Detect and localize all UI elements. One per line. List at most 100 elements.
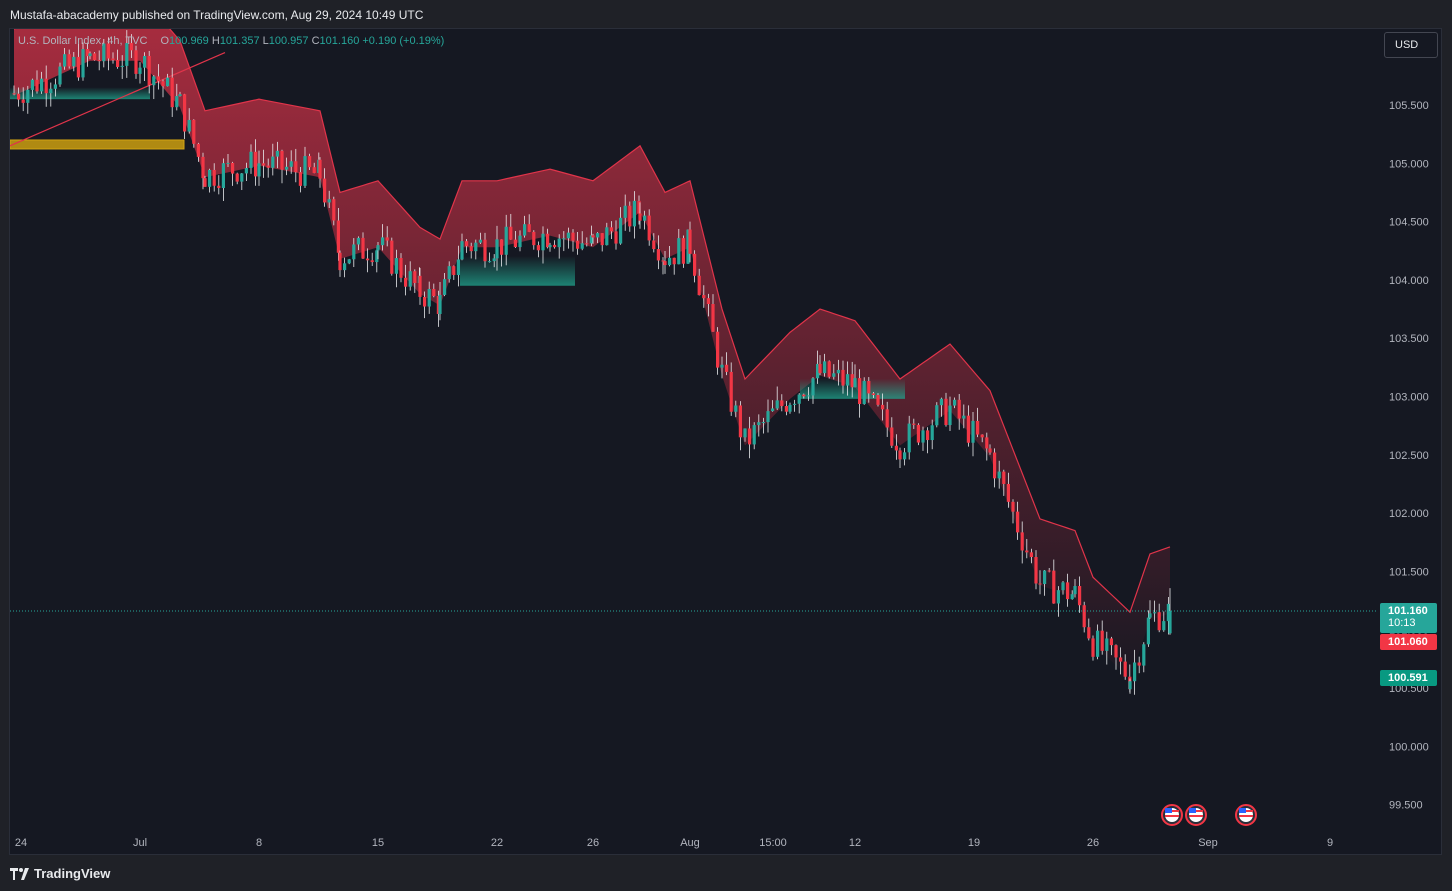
candle-body xyxy=(797,394,801,404)
candle-body xyxy=(536,245,540,251)
candle-body xyxy=(81,49,85,78)
candle-body xyxy=(711,304,715,332)
x-tick-label: 22 xyxy=(491,837,503,849)
candle-body xyxy=(957,399,961,419)
y-tick-label: 103.000 xyxy=(1389,392,1429,404)
candle-body xyxy=(1123,661,1127,677)
candle-body xyxy=(423,296,427,307)
candle-body xyxy=(523,224,527,236)
x-tick-label: 15:00 xyxy=(759,837,787,849)
candle-body xyxy=(166,77,170,87)
currency-button[interactable]: USD xyxy=(1384,32,1438,58)
candle-body xyxy=(656,249,660,261)
candle-body xyxy=(1043,570,1047,585)
candle-body xyxy=(161,81,165,87)
candle-body xyxy=(21,99,25,103)
candle-body xyxy=(1025,550,1029,553)
candle-body xyxy=(976,420,980,435)
y-tick-label: 102.000 xyxy=(1389,508,1429,520)
candle-body xyxy=(757,422,761,426)
candle-body xyxy=(488,261,492,263)
candle-body xyxy=(298,172,302,186)
candle-body xyxy=(647,215,651,241)
candle-body xyxy=(811,378,815,396)
candle-body xyxy=(226,162,230,164)
candle-body xyxy=(192,119,196,144)
tradingview-logo[interactable]: TradingView xyxy=(10,866,110,881)
candle-body xyxy=(509,226,513,240)
us-flag-icon[interactable] xyxy=(1185,804,1207,826)
candle-body xyxy=(143,55,147,68)
candle-body xyxy=(623,205,627,218)
x-tick-label: 19 xyxy=(968,837,980,849)
candle-body xyxy=(553,244,557,248)
candle-body xyxy=(134,50,138,74)
candle-body xyxy=(361,237,365,259)
candle-body xyxy=(663,261,667,266)
candle-body xyxy=(850,374,854,388)
candle-body xyxy=(478,239,482,243)
candle-body xyxy=(706,298,710,305)
candle-body xyxy=(816,363,820,379)
y-tick-label: 102.500 xyxy=(1389,450,1429,462)
candle-body xyxy=(408,271,412,287)
candle-body xyxy=(806,395,810,397)
candle-body xyxy=(672,257,676,265)
candle-body xyxy=(323,178,327,203)
candle-body xyxy=(788,404,792,412)
candle-body xyxy=(993,452,997,479)
candle-body xyxy=(93,53,97,60)
candle-body xyxy=(1162,621,1166,631)
candle-body xyxy=(871,393,875,395)
last-price-value: 101.160 xyxy=(1388,605,1428,617)
candle-body xyxy=(212,169,216,186)
trendline[interactable] xyxy=(10,51,226,147)
candle-body xyxy=(447,266,451,280)
candle-body xyxy=(966,415,970,443)
candle-body xyxy=(716,331,720,368)
candle-body xyxy=(862,380,866,404)
candle-body xyxy=(1082,605,1086,628)
candle-body xyxy=(465,241,469,247)
candle-body xyxy=(596,233,600,238)
candle-body xyxy=(231,162,235,174)
change-value: +0.190 (+0.19%) xyxy=(362,35,445,47)
candle-body xyxy=(370,260,374,263)
candle-body xyxy=(793,403,797,405)
candle-body xyxy=(527,224,531,232)
candle-body xyxy=(1052,570,1056,604)
candle-body xyxy=(1137,662,1141,666)
candle-body xyxy=(187,119,191,132)
candle-body xyxy=(40,78,44,92)
candle-body xyxy=(170,77,174,108)
candle-body xyxy=(1148,613,1152,618)
candle-body xyxy=(285,166,289,170)
low-label: L xyxy=(262,35,269,47)
candle-body xyxy=(203,178,207,187)
us-flag-icon[interactable] xyxy=(1161,804,1183,826)
candle-body xyxy=(846,374,850,386)
resistance-cloud xyxy=(14,29,1170,679)
us-flag-icon[interactable] xyxy=(1235,804,1257,826)
candle-body xyxy=(67,54,71,67)
candle-body xyxy=(244,167,248,174)
x-tick-label: Aug xyxy=(680,837,700,849)
candle-body xyxy=(988,448,992,453)
candle-body xyxy=(637,200,641,214)
horizontal-zone[interactable] xyxy=(10,139,185,150)
candle-body xyxy=(469,246,473,252)
candle-body xyxy=(948,405,952,426)
x-tick-label: 26 xyxy=(1087,837,1099,849)
candle-body xyxy=(152,76,156,86)
candle-body xyxy=(546,233,550,248)
red-level-tag: 101.060 xyxy=(1380,634,1437,650)
candle-body xyxy=(1047,570,1051,572)
candle-body xyxy=(271,156,275,168)
candle-body xyxy=(761,422,765,424)
candle-body xyxy=(541,233,545,251)
candle-body xyxy=(332,199,336,221)
candle-body xyxy=(318,159,322,179)
candle-body xyxy=(235,173,239,182)
candle-body xyxy=(1020,532,1024,551)
